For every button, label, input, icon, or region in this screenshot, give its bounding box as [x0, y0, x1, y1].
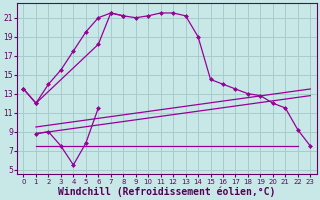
- X-axis label: Windchill (Refroidissement éolien,°C): Windchill (Refroidissement éolien,°C): [58, 186, 276, 197]
